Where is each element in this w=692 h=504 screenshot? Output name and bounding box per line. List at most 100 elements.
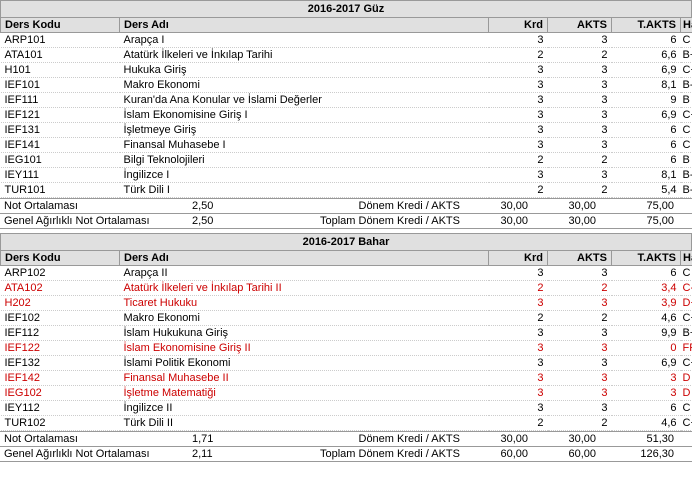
cell: 2 <box>489 311 548 326</box>
cell: 3 <box>548 401 612 416</box>
cell: Makro Ekonomi <box>120 78 489 93</box>
cell: 3,9 <box>612 296 681 311</box>
cell: Kuran'da Ana Konular ve İslami Değerler <box>120 93 489 108</box>
cell: B- <box>681 78 692 93</box>
summary-cell: 75,00 <box>600 214 678 229</box>
summary-cell: 2,50 <box>188 214 256 229</box>
table-row: IEG101Bilgi Teknolojileri226B <box>1 153 692 168</box>
summary-cell: 2,50 <box>188 199 256 214</box>
course-table: Ders KoduDers AdıKrdAKTST.AKTSHarf NotuA… <box>0 250 692 431</box>
column-header: AKTS <box>548 18 612 33</box>
cell: 2 <box>489 183 548 198</box>
cell: İngilizce I <box>120 168 489 183</box>
table-row: H101Hukuka Giriş336,9C+ <box>1 63 692 78</box>
summary-cell: 75,00 <box>600 199 678 214</box>
table-row: IEF102Makro Ekonomi224,6C+ <box>1 311 692 326</box>
cell: 3 <box>548 78 612 93</box>
table-row: H202Ticaret Hukuku333,9D+ <box>1 296 692 311</box>
summary-cell: 30,00 <box>464 214 532 229</box>
table-row: IEF141Finansal Muhasebe I336C <box>1 138 692 153</box>
table-row: IEF131İşletmeye Giriş336C <box>1 123 692 138</box>
cell: 3 <box>489 356 548 371</box>
cell: 2 <box>548 153 612 168</box>
table-row: TUR101Türk Dili I225,4B- <box>1 183 692 198</box>
cell: Bilgi Teknolojileri <box>120 153 489 168</box>
cell: 2 <box>489 153 548 168</box>
cell: IEF142 <box>1 371 120 386</box>
cell: 3 <box>548 123 612 138</box>
cell: 6,9 <box>612 108 681 123</box>
cell: H202 <box>1 296 120 311</box>
column-header: T.AKTS <box>612 251 681 266</box>
cell: ARP102 <box>1 266 120 281</box>
table-row: IEF112İslam Hukukuna Giriş339,9B+ <box>1 326 692 341</box>
table-row: TUR102Türk Dili II224,6C+ <box>1 416 692 431</box>
cell: IEF101 <box>1 78 120 93</box>
cell: Ticaret Hukuku <box>120 296 489 311</box>
cell: TUR102 <box>1 416 120 431</box>
cell: 9,9 <box>612 326 681 341</box>
cell: 2 <box>548 416 612 431</box>
summary-cell: 30,00 <box>532 199 600 214</box>
cell: ATA102 <box>1 281 120 296</box>
cell: IEG102 <box>1 386 120 401</box>
cell: C <box>681 138 692 153</box>
table-row: IEF142Finansal Muhasebe II333D <box>1 371 692 386</box>
table-row: IEF111Kuran'da Ana Konular ve İslami Değ… <box>1 93 692 108</box>
cell: C+ <box>681 416 692 431</box>
cell: 6,9 <box>612 356 681 371</box>
cell: C+ <box>681 311 692 326</box>
cell: İslami Politik Ekonomi <box>120 356 489 371</box>
summary-row: Genel Ağırlıklı Not Ortalaması2,50Toplam… <box>0 214 692 229</box>
cell: Finansal Muhasebe I <box>120 138 489 153</box>
summary-cell: 126,30 <box>600 447 678 462</box>
cell: İşletme Matematiği <box>120 386 489 401</box>
table-row: IEF121İslam Ekonomisine Giriş I336,9C+ <box>1 108 692 123</box>
cell: C+ <box>681 356 692 371</box>
cell: 8,1 <box>612 78 681 93</box>
summary-cell: 2,11 <box>188 447 256 462</box>
cell: İngilizce II <box>120 401 489 416</box>
table-row: IEF122İslam Ekonomisine Giriş II330FF <box>1 341 692 356</box>
cell: 3 <box>489 401 548 416</box>
column-header: Ders Kodu <box>1 18 120 33</box>
summary-cell: Dönem Kredi / AKTS <box>256 432 464 447</box>
cell: 3 <box>489 108 548 123</box>
cell: IEF121 <box>1 108 120 123</box>
cell: FF <box>681 341 692 356</box>
cell: 3 <box>489 138 548 153</box>
cell: IEY111 <box>1 168 120 183</box>
summary-table: Not Ortalaması2,50Dönem Kredi / AKTS30,0… <box>0 198 692 229</box>
column-header: Ders Adı <box>120 18 489 33</box>
summary-row: Genel Ağırlıklı Not Ortalaması2,11Toplam… <box>0 447 692 462</box>
cell: B+ <box>681 326 692 341</box>
cell: 3 <box>489 326 548 341</box>
cell: 2 <box>489 281 548 296</box>
cell: İslam Ekonomisine Giriş I <box>120 108 489 123</box>
cell: 3 <box>489 386 548 401</box>
column-header: Harf Notu <box>681 18 692 33</box>
cell: 3 <box>548 93 612 108</box>
cell: 2 <box>548 183 612 198</box>
table-row: ARP102Arapça II336C <box>1 266 692 281</box>
course-table: Ders KoduDers AdıKrdAKTST.AKTSHarf NotuA… <box>0 17 692 198</box>
cell: ARP101 <box>1 33 120 48</box>
cell: 3 <box>548 341 612 356</box>
summary-cell: 60,00 <box>464 447 532 462</box>
cell: 6 <box>612 33 681 48</box>
table-row: IEF101Makro Ekonomi338,1B- <box>1 78 692 93</box>
column-header: Ders Adı <box>120 251 489 266</box>
cell: Hukuka Giriş <box>120 63 489 78</box>
cell: 8,1 <box>612 168 681 183</box>
cell: 3 <box>548 108 612 123</box>
summary-cell: Genel Ağırlıklı Not Ortalaması <box>0 447 188 462</box>
cell: 3 <box>489 33 548 48</box>
cell: 3 <box>612 371 681 386</box>
cell: 3 <box>489 296 548 311</box>
cell: 6 <box>612 153 681 168</box>
cell: 3 <box>489 78 548 93</box>
cell: 9 <box>612 93 681 108</box>
cell: B <box>681 93 692 108</box>
cell: 2 <box>548 281 612 296</box>
cell: C+ <box>681 108 692 123</box>
